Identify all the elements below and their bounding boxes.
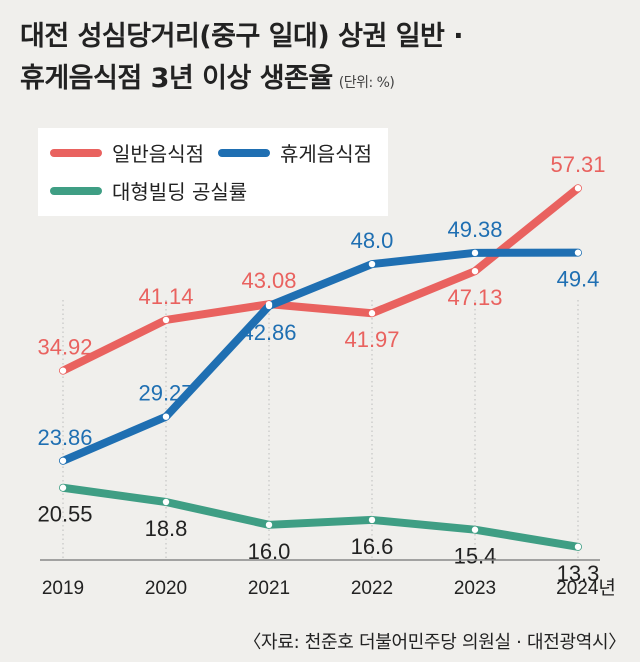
chart-title: 대전 성심당거리(중구 일대) 상권 일반 · 휴게음식점 3년 이상 생존율 (… bbox=[20, 16, 464, 104]
point-vacancy-0 bbox=[59, 484, 67, 491]
line-chart: 34.92 41.14 43.08 41.97 47.13 57.31 23.86 29.27… bbox=[37, 152, 616, 599]
series-lines bbox=[59, 184, 582, 551]
legend-label-vacancy: 대형빌딩 공실률 bbox=[112, 180, 248, 204]
x-tick-3: 2022 bbox=[351, 578, 393, 599]
x-tick-5: 2024년 bbox=[556, 577, 616, 599]
label-general-0: 34.92 bbox=[37, 335, 92, 360]
legend-item-general: 일반음식점 bbox=[50, 138, 204, 167]
source-note: 〈자료: 천준호 더불어민주당 의원실 · 대전광역시〉 bbox=[243, 632, 626, 653]
label-rest-5: 49.4 bbox=[557, 267, 600, 292]
point-general-5 bbox=[574, 185, 582, 192]
legend-swatch-general bbox=[50, 148, 102, 157]
point-rest-1 bbox=[162, 413, 170, 420]
label-vacancy-5: 13.3 bbox=[557, 561, 600, 586]
series-markers bbox=[59, 185, 582, 551]
label-rest-4: 49.38 bbox=[447, 217, 502, 242]
label-rest-1: 29.27 bbox=[138, 381, 193, 406]
unit-label: (단위: %) bbox=[338, 75, 395, 91]
point-rest-5 bbox=[574, 249, 582, 256]
point-rest-4 bbox=[471, 249, 479, 257]
series-line-general bbox=[59, 184, 582, 375]
x-tick-2: 2021 bbox=[248, 578, 290, 599]
title-line2: 휴게음식점 3년 이상 생존율 (단위: %) bbox=[20, 58, 463, 104]
label-vacancy-3: 16.6 bbox=[351, 534, 394, 559]
label-general-4: 47.13 bbox=[447, 285, 502, 310]
point-rest-0 bbox=[59, 457, 67, 464]
point-general-0 bbox=[59, 367, 67, 374]
x-tick-labels: 2019 2020 2021 2022 2023 2024년 bbox=[42, 577, 616, 599]
label-vacancy-0: 20.55 bbox=[37, 502, 92, 527]
label-general-3: 41.97 bbox=[344, 327, 399, 352]
legend-item-vacancy: 대형빌딩 공실률 bbox=[50, 176, 247, 205]
label-rest-0: 23.86 bbox=[37, 425, 92, 450]
point-vacancy-5 bbox=[574, 543, 582, 551]
legend: 일반음식점 휴게음식점 대형빌딩 공실률 bbox=[38, 128, 388, 216]
point-vacancy-1 bbox=[162, 498, 170, 506]
point-vacancy-2 bbox=[265, 521, 273, 529]
point-general-4 bbox=[471, 267, 479, 275]
point-vacancy-3 bbox=[368, 516, 376, 524]
legend-swatch-vacancy bbox=[50, 186, 102, 195]
label-vacancy-1: 18.8 bbox=[145, 516, 188, 541]
legend-label-rest: 휴게음식점 bbox=[280, 142, 372, 166]
label-rest-3: 48.0 bbox=[351, 228, 394, 253]
x-tick-0: 2019 bbox=[42, 578, 84, 599]
x-tick-1: 2020 bbox=[145, 578, 187, 599]
point-rest-3 bbox=[368, 260, 376, 268]
legend-label-general: 일반음식점 bbox=[112, 142, 204, 166]
series-line-rest bbox=[59, 248, 582, 465]
point-general-3 bbox=[368, 310, 376, 317]
label-vacancy-4: 15.4 bbox=[454, 544, 497, 569]
label-rest-2: 42.86 bbox=[241, 320, 296, 345]
legend-swatch-rest bbox=[218, 148, 270, 157]
title-line1: 대전 성심당거리(중구 일대) 상권 일반 · bbox=[20, 21, 464, 52]
x-tick-4: 2023 bbox=[454, 578, 496, 599]
legend-item-rest: 휴게음식점 bbox=[218, 138, 372, 167]
point-rest-2 bbox=[265, 302, 273, 310]
label-general-2: 43.08 bbox=[241, 268, 296, 293]
label-general-1: 41.14 bbox=[138, 284, 193, 309]
title-line2-text: 휴게음식점 3년 이상 생존율 bbox=[20, 63, 333, 94]
point-general-1 bbox=[162, 316, 170, 324]
point-vacancy-4 bbox=[471, 526, 479, 533]
data-labels: 34.92 41.14 43.08 41.97 47.13 57.31 23.86 29.27… bbox=[37, 152, 605, 586]
label-general-5: 57.31 bbox=[550, 152, 605, 177]
series-line-vacancy bbox=[59, 483, 582, 551]
